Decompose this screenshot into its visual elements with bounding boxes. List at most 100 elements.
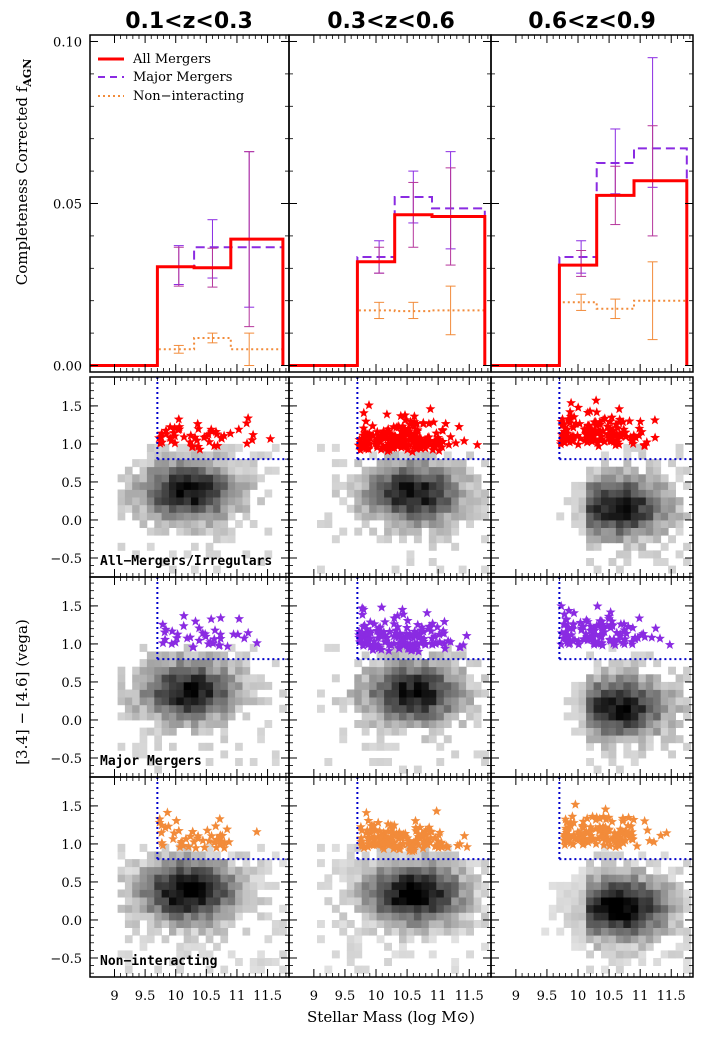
- density-cell: [473, 659, 482, 668]
- density-cell: [339, 927, 348, 936]
- row-label-3: Non−interacting: [100, 954, 217, 969]
- density-cell: [339, 727, 348, 736]
- density-cell: [361, 920, 370, 928]
- density-cell: [331, 697, 340, 706]
- density-cell: [169, 489, 177, 498]
- density-cell: [466, 497, 474, 506]
- x-tick-label: 9.5: [537, 989, 558, 1004]
- agn-star-row1-col2: [450, 438, 461, 448]
- density-cell: [473, 889, 482, 898]
- agn-star-row3-col2: [410, 815, 421, 826]
- density-cell: [183, 474, 192, 483]
- density-cell: [413, 489, 422, 498]
- density-cell: [346, 843, 355, 852]
- density-cell: [376, 866, 385, 875]
- density-cell: [271, 927, 280, 936]
- density-cell: [235, 466, 243, 475]
- agn-star-row3-col3: [582, 813, 593, 823]
- density-cell: [124, 859, 133, 868]
- density-cell: [146, 451, 155, 460]
- density-cell: [235, 958, 243, 966]
- density-cell: [220, 527, 229, 536]
- density-cell: [473, 874, 482, 883]
- agn-star-row2-col2: [356, 627, 367, 637]
- top-y-axis-title: Completeness Corrected fAGN: [13, 59, 34, 286]
- density-cell: [630, 735, 639, 744]
- density-cell: [391, 881, 400, 890]
- agn-star-row2-col3: [556, 627, 567, 638]
- density-cell: [660, 497, 669, 506]
- density-cell: [601, 927, 609, 936]
- density-cell: [220, 859, 229, 868]
- density-cell: [683, 889, 691, 898]
- density-cell: [399, 489, 407, 498]
- agn-star-row1-col3: [556, 436, 566, 446]
- density-cell: [271, 920, 280, 928]
- agn-star-row1-col3: [605, 432, 616, 442]
- density-cell: [571, 689, 580, 698]
- density-cell: [220, 666, 229, 675]
- density-cell: [154, 651, 162, 660]
- density-cell: [271, 881, 280, 890]
- density-cell: [384, 742, 392, 751]
- density-cell: [630, 950, 639, 959]
- density-cell: [578, 520, 587, 528]
- density-cell: [608, 643, 617, 652]
- density-cell: [458, 904, 467, 913]
- density-cell: [443, 866, 452, 875]
- agn-star-row3-col2: [383, 819, 393, 829]
- density-cell: [653, 520, 662, 528]
- density-cell: [198, 927, 207, 936]
- density-cell: [436, 481, 445, 490]
- density-cell: [227, 497, 236, 506]
- density-cell: [205, 866, 214, 875]
- agn-star-row3-col2: [433, 842, 444, 852]
- density-cell: [376, 851, 385, 860]
- density-cell: [653, 920, 662, 928]
- density-cell: [466, 674, 474, 683]
- density-cell: [176, 704, 184, 713]
- agn-star-row1-col2: [354, 434, 365, 445]
- agn-star-row2-col2: [413, 646, 424, 656]
- agn-star-row3-col2: [430, 841, 440, 851]
- density-cell: [384, 881, 392, 890]
- agn-star-row2-col2: [395, 629, 406, 640]
- density-cell: [117, 674, 126, 683]
- agn-star-row1-col1: [193, 423, 204, 434]
- density-cell: [146, 481, 155, 490]
- agn-star-row3-col2: [415, 822, 425, 832]
- density-cell: [191, 565, 199, 574]
- agn-star-row2-col2: [376, 626, 386, 637]
- density-cell: [264, 897, 273, 906]
- density-cell: [668, 912, 676, 921]
- density-cell: [660, 889, 669, 898]
- density-cell: [205, 697, 214, 706]
- agn-star-row1-col1: [192, 435, 202, 445]
- density-cell: [623, 550, 632, 559]
- density-cell: [242, 512, 251, 521]
- density-cell: [428, 935, 437, 944]
- legend-label-major-mergers: Major Mergers: [133, 70, 232, 85]
- density-cell: [198, 942, 207, 951]
- density-cell: [653, 481, 662, 490]
- agn-star-row1-col1: [168, 427, 179, 438]
- density-cell: [571, 727, 580, 736]
- agn-star-row3-col3: [620, 835, 631, 845]
- density-cell: [183, 520, 192, 528]
- agn-star-row1-col3: [583, 426, 593, 436]
- density-cell: [436, 459, 445, 468]
- agn-star-row3-col1: [156, 827, 167, 837]
- density-cell: [354, 704, 363, 713]
- agn-star-row1-col2: [361, 416, 371, 426]
- density-cell: [593, 697, 602, 706]
- density-cell: [601, 451, 609, 460]
- density-cell: [161, 920, 170, 928]
- agn-star-row3-col3: [600, 804, 611, 814]
- density-cell: [436, 474, 445, 483]
- density-cell: [653, 866, 662, 875]
- density-cell: [481, 459, 489, 468]
- density-cell: [406, 889, 415, 898]
- density-cell: [406, 659, 415, 668]
- density-cell: [331, 674, 340, 683]
- density-cell: [132, 459, 140, 468]
